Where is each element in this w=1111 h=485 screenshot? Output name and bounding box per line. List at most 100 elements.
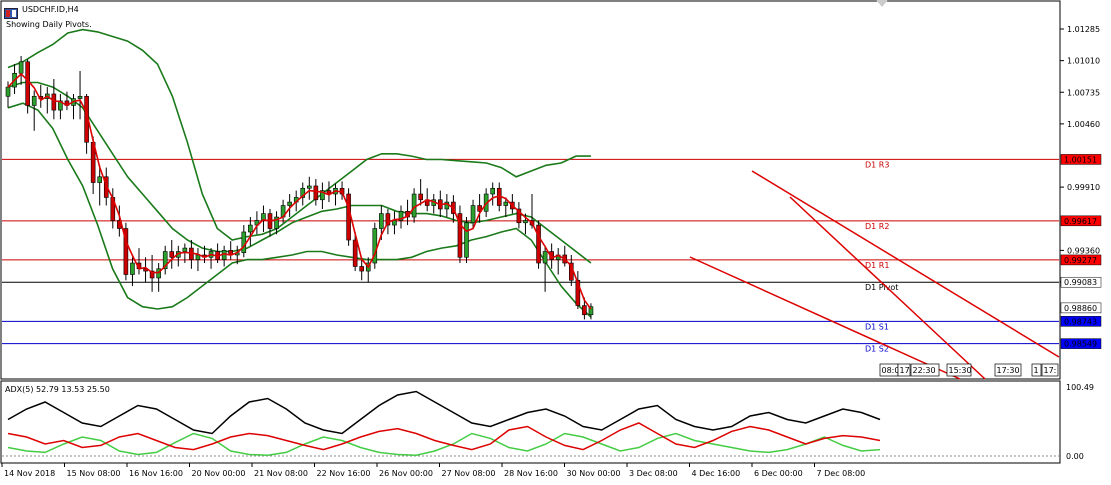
trendline-lower[interactable] (689, 256, 961, 380)
chart-title: USDCHF.ID,H4 (22, 5, 79, 14)
price-tag (1060, 338, 1102, 349)
pivot-label: D1 R2 (865, 222, 889, 231)
bollinger-middle-line (7, 81, 592, 264)
candle-body (77, 95, 83, 99)
main-chart-frame (0, 0, 1061, 380)
candle-body (398, 210, 404, 221)
candle-body (97, 176, 102, 183)
trendline-middle[interactable] (789, 196, 986, 380)
price-tag (1060, 215, 1102, 227)
time-tick-label: 14 Nov 2018 (4, 469, 55, 478)
candle (516, 202, 522, 229)
time-tick-label: 21 Nov 08:00 (254, 469, 308, 478)
candle (457, 205, 463, 264)
adx-top-value: 100.49 (1066, 383, 1094, 392)
time-tick-label: 20 Nov 00:00 (192, 469, 246, 478)
candle (536, 220, 541, 269)
price-tick-label: 0.99910 (1067, 183, 1100, 192)
candle (542, 245, 548, 292)
candle-body (18, 61, 24, 74)
candle (130, 257, 135, 287)
candle (25, 59, 30, 114)
candle-body (51, 93, 57, 111)
adx-plus-di-line (7, 432, 881, 456)
candle-body (379, 213, 384, 229)
price-tag-label: 0.98860 (1064, 304, 1097, 313)
candle-body (411, 193, 417, 218)
pivot-label: D1 R3 (865, 160, 889, 169)
candle-body (464, 222, 469, 258)
candle-body (477, 205, 482, 212)
candle-body (182, 247, 188, 252)
candle (346, 188, 351, 246)
candle (320, 182, 325, 209)
candle (359, 257, 365, 281)
candle-body (575, 279, 581, 306)
candle (287, 194, 292, 218)
price-tag-label: 0.99277 (1064, 256, 1097, 265)
candle (477, 194, 482, 223)
candle-body (490, 187, 496, 195)
time-tick-label: 3 Dec 08:00 (629, 469, 678, 478)
session-box-label: 1 (1034, 366, 1039, 375)
candle-body (300, 187, 306, 198)
candle-body (287, 201, 292, 206)
candle (300, 182, 306, 206)
session-box-label: 17: (1044, 366, 1057, 375)
candle-body (372, 228, 378, 264)
candle-body (162, 251, 168, 270)
trendlines (689, 170, 1060, 380)
candle (51, 79, 57, 120)
candle-body (588, 306, 594, 316)
chart-subtitle: Showing Daily Pivots. (6, 20, 92, 29)
candle-body (503, 201, 509, 206)
pivot-label: D1 S1 (865, 322, 889, 331)
moving-average-line (7, 72, 592, 310)
price-tag (1060, 276, 1102, 288)
candle (31, 90, 37, 131)
time-tick-label: 30 Nov 00:00 (567, 469, 621, 478)
adx-lines (2, 390, 1059, 457)
candle-body (385, 213, 391, 226)
session-box-label: 17: (900, 366, 913, 375)
candle (162, 245, 168, 275)
price-tag-label: 0.98549 (1064, 340, 1097, 349)
time-tick-label: 22 Nov 16:00 (317, 469, 371, 478)
adx-main-line (7, 390, 881, 435)
candle-body (241, 231, 247, 253)
candle-body (274, 216, 279, 229)
candle (352, 231, 358, 272)
candle-body (149, 270, 155, 279)
candle (588, 303, 594, 320)
price-tick-label: 0.99360 (1067, 246, 1100, 255)
time-tick-label: 4 Dec 16:00 (692, 469, 741, 478)
session-box (910, 363, 940, 377)
price-tag-label: 0.99617 (1064, 217, 1097, 226)
price-tag (1060, 316, 1102, 327)
chart-shift-icon[interactable] (876, 0, 888, 7)
pivot-label: D1 S2 (865, 345, 889, 354)
candle (464, 217, 469, 264)
session-box (897, 363, 911, 377)
session-box-label: 15:30 (949, 366, 972, 375)
candle-body (470, 205, 476, 224)
candle (77, 70, 83, 120)
candle (274, 211, 279, 235)
window-flag-icon (4, 4, 18, 19)
time-tick-label: 26 Nov 00:00 (379, 469, 433, 478)
trendline-upper[interactable] (751, 170, 1060, 358)
candle-body (169, 251, 175, 258)
candle-body (523, 220, 528, 224)
adx-bottom-value: 0.00 (1066, 452, 1084, 461)
candle (575, 271, 581, 310)
time-tick-label: 28 Nov 16:00 (504, 469, 558, 478)
candle-body (536, 224, 541, 264)
candle-body (359, 266, 365, 272)
price-tick-label: 1.00460 (1067, 120, 1100, 129)
price-tag-label: 0.99083 (1064, 278, 1097, 287)
price-tag-label: 1.00151 (1064, 155, 1097, 164)
candle (306, 176, 312, 200)
candle-body (457, 213, 463, 258)
candlesticks (5, 56, 594, 320)
